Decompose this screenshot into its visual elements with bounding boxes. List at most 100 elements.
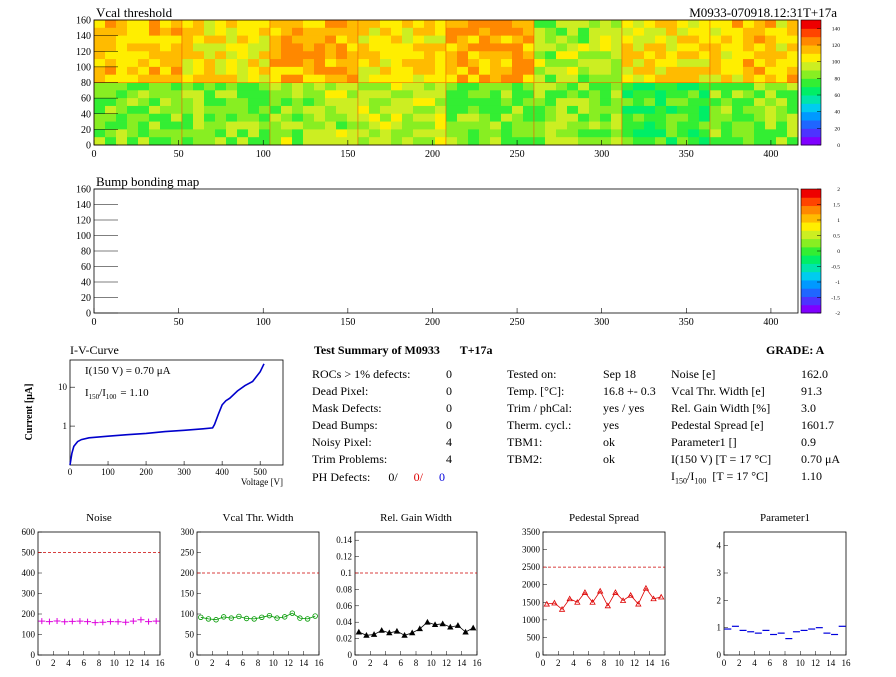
heatmap-cell: [336, 137, 348, 146]
heatmap-cell: [446, 59, 458, 68]
roc-y-tick-label: 250: [181, 548, 195, 558]
heatmap-cell: [490, 121, 502, 130]
heatmap-cell: [182, 66, 194, 76]
heatmap-cell: [171, 43, 183, 52]
color-scale-band: [801, 61, 821, 71]
heatmap-cell: [732, 129, 744, 138]
heatmap-cell: [149, 98, 161, 107]
heatmap-cell: [248, 137, 260, 146]
condition-label: TBM2:: [507, 452, 543, 466]
heatmap-cell: [512, 129, 524, 138]
heatmap-cell: [765, 121, 777, 130]
roc-data-point: [152, 618, 160, 625]
roc-y-tick-label: 50: [185, 630, 195, 640]
heatmap-cell: [501, 66, 513, 76]
heatmap-cell: [556, 105, 568, 115]
heatmap-cell: [237, 27, 249, 37]
iv-y-axis-label: Current [μA]: [24, 384, 35, 441]
heatmap-cell: [776, 113, 788, 122]
roc-x-tick-label: 0: [541, 658, 546, 668]
heatmap-cell: [644, 90, 656, 99]
heatmap-cell: [413, 137, 425, 146]
heatmap-cell: [446, 98, 458, 107]
heatmap-cell: [193, 27, 205, 37]
heatmap-cell: [787, 51, 799, 60]
heatmap-cell: [677, 66, 689, 76]
heatmap-cell: [424, 66, 436, 76]
y-tick-label: 100: [76, 231, 91, 242]
heatmap-cell: [446, 43, 458, 52]
heatmap-cell: [105, 74, 117, 83]
heatmap-cell: [226, 51, 238, 60]
color-scale-label: -0.5: [831, 265, 840, 271]
iv-x-tick-label: 400: [215, 467, 229, 477]
heatmap-cell: [391, 129, 403, 138]
heatmap-cell: [655, 27, 667, 37]
heatmap-cell: [347, 43, 359, 52]
heatmap-cell: [446, 35, 458, 44]
roc-y-tick-label: 3000: [522, 545, 541, 555]
heatmap-cell: [105, 59, 117, 68]
heatmap-cell: [468, 43, 480, 52]
heatmap-cell: [325, 121, 337, 130]
heatmap-cell: [259, 113, 271, 122]
roc-data-point: [574, 598, 581, 605]
heatmap-cell: [710, 121, 722, 130]
heatmap-cell: [391, 121, 403, 130]
heatmap-cell: [259, 59, 271, 68]
roc-data-point: [597, 587, 604, 594]
heatmap-cell: [688, 113, 700, 122]
heatmap-cell: [435, 90, 447, 99]
roc-data-point: [122, 619, 130, 626]
heatmap-cell: [776, 43, 788, 52]
heatmap-cell: [677, 51, 689, 60]
heatmap-cell: [490, 43, 502, 52]
heatmap-cell: [116, 51, 128, 60]
heatmap-cell: [710, 27, 722, 37]
heatmap-cell: [193, 35, 205, 44]
heatmap-cell: [226, 74, 238, 83]
heatmap-cell: [457, 35, 469, 44]
roc-data-point: [68, 618, 76, 625]
heatmap-cell: [314, 121, 326, 130]
heatmap-cell: [446, 82, 458, 91]
heatmap-cell: [259, 137, 271, 146]
heatmap-cell: [325, 113, 337, 122]
roc-data-point: [439, 620, 446, 627]
heatmap-cell: [292, 90, 304, 99]
defect-value: 0: [446, 367, 452, 381]
heatmap-cell: [677, 113, 689, 122]
roc-data-point: [38, 618, 46, 625]
heatmap-cell: [248, 59, 260, 68]
heatmap-cell: [380, 35, 392, 44]
heatmap-cell: [127, 129, 139, 138]
heatmap-cell: [765, 51, 777, 60]
heatmap-cell: [336, 98, 348, 107]
condition-label: Tested on:: [507, 367, 557, 381]
heatmap-cell: [116, 121, 128, 130]
heatmap-cell: [743, 98, 755, 107]
heatmap-cell: [468, 20, 480, 29]
heatmap-cell: [281, 27, 293, 37]
heatmap-cell: [138, 27, 150, 37]
heatmap-cell: [512, 27, 524, 37]
heatmap-cell: [259, 74, 271, 83]
heatmap-cell: [644, 113, 656, 122]
heatmap-cell: [347, 51, 359, 60]
heatmap-cell: [182, 27, 194, 37]
color-scale-label: 60: [835, 93, 841, 99]
roc-data-point: [304, 616, 311, 622]
heatmap-cell: [105, 121, 117, 130]
heatmap-cell: [248, 113, 260, 122]
heatmap-cell: [589, 98, 601, 107]
heatmap-cell: [655, 20, 667, 29]
heatmap-cell: [226, 66, 238, 76]
heatmap-cell: [446, 20, 458, 29]
heatmap-cell: [578, 20, 590, 29]
heatmap-cell: [402, 27, 414, 37]
heatmap-cell: [545, 105, 557, 115]
heatmap-cell: [655, 113, 667, 122]
heatmap-cell: [171, 82, 183, 91]
heatmap-cell: [534, 27, 546, 37]
heatmap-cell: [94, 82, 106, 91]
